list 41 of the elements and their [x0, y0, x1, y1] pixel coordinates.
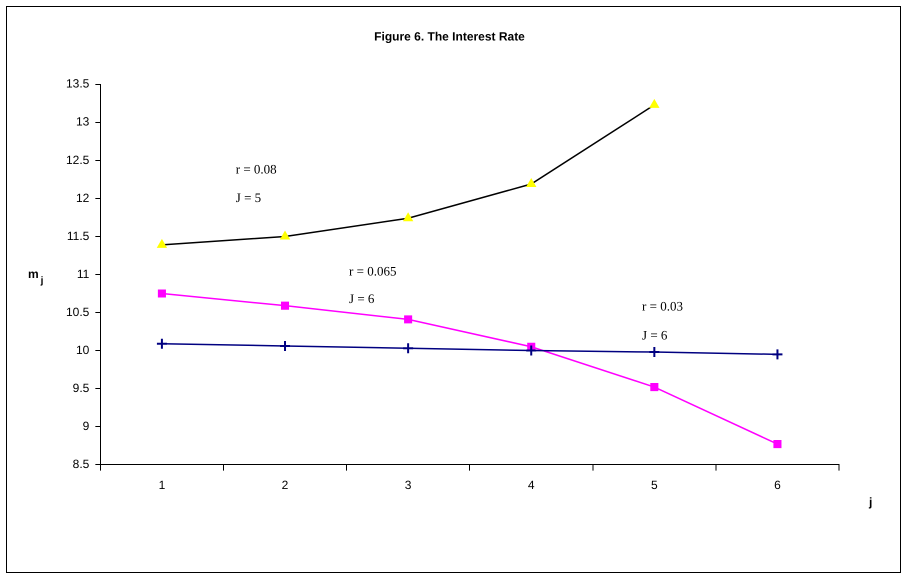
y-tick-label: 12 — [76, 190, 90, 205]
x-tick-label: 3 — [404, 478, 412, 492]
point — [279, 340, 292, 352]
annotation: J = 6 — [349, 291, 375, 306]
point — [403, 212, 413, 222]
x-tick-label: 4 — [528, 478, 535, 492]
y-tick-label: 10 — [76, 342, 90, 357]
annotation: J = 5 — [236, 190, 262, 205]
annotation: r = 0.08 — [236, 162, 277, 177]
y-tick-label: 10.5 — [66, 304, 90, 319]
point — [156, 338, 168, 350]
point — [773, 440, 782, 448]
point — [650, 99, 660, 108]
point — [402, 342, 414, 354]
point — [280, 302, 290, 310]
chart-title: Figure 6. The Interest Rate — [374, 30, 526, 44]
annotation: r = 0.03 — [642, 298, 683, 314]
x-tick-label: 2 — [282, 478, 289, 492]
annotation: J = 6 — [642, 328, 668, 343]
x-tick-label: 6 — [774, 478, 782, 492]
point — [157, 239, 167, 248]
point — [526, 178, 536, 188]
y-tick-label: 11 — [76, 266, 90, 281]
point — [648, 346, 660, 358]
point — [525, 344, 538, 357]
y-tick-label: 11.5 — [66, 228, 90, 243]
y-tick-label: 13.5 — [66, 76, 90, 91]
point — [771, 348, 784, 360]
point — [280, 230, 290, 240]
y-tick-label: 12.5 — [66, 152, 90, 167]
y-tick-label: 9.5 — [72, 380, 90, 395]
x-tick-label: 1 — [158, 478, 166, 492]
y-tick-label: 13 — [76, 114, 90, 129]
annotation: r = 0.065 — [349, 264, 396, 279]
point — [650, 383, 658, 392]
point — [404, 315, 412, 324]
y-tick-label: 9 — [82, 418, 90, 433]
x-axis-title: j — [868, 494, 872, 509]
y-tick-label: 8.5 — [72, 456, 90, 471]
point — [158, 289, 166, 298]
x-tick-label: 5 — [650, 478, 658, 492]
